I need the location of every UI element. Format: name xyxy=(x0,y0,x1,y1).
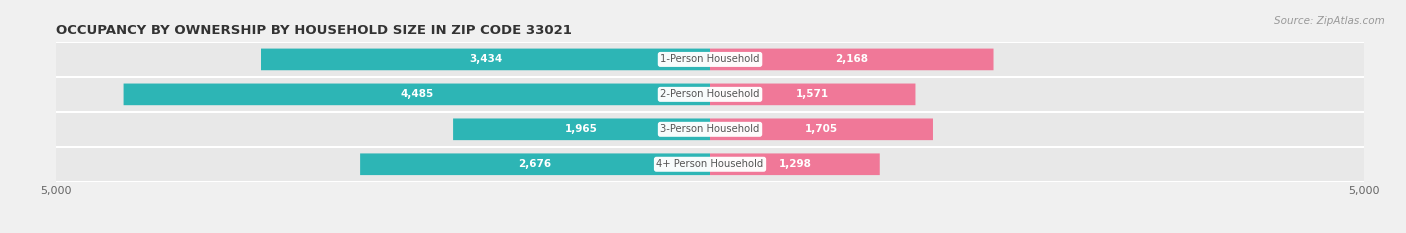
Bar xyxy=(56,77,1364,112)
FancyBboxPatch shape xyxy=(710,49,994,70)
Text: 2-Person Household: 2-Person Household xyxy=(661,89,759,99)
FancyBboxPatch shape xyxy=(262,49,710,70)
Text: 2,676: 2,676 xyxy=(519,159,551,169)
Text: 3-Person Household: 3-Person Household xyxy=(661,124,759,134)
Text: 1,705: 1,705 xyxy=(806,124,838,134)
Text: 1-Person Household: 1-Person Household xyxy=(661,55,759,64)
FancyBboxPatch shape xyxy=(453,118,710,140)
FancyBboxPatch shape xyxy=(360,154,710,175)
FancyBboxPatch shape xyxy=(710,84,915,105)
Bar xyxy=(56,112,1364,147)
Text: 1,965: 1,965 xyxy=(565,124,598,134)
Text: 1,298: 1,298 xyxy=(779,159,811,169)
FancyBboxPatch shape xyxy=(124,84,710,105)
Legend: Owner-occupied, Renter-occupied: Owner-occupied, Renter-occupied xyxy=(591,230,830,233)
Text: Source: ZipAtlas.com: Source: ZipAtlas.com xyxy=(1274,16,1385,26)
Text: 2,168: 2,168 xyxy=(835,55,869,64)
Bar xyxy=(56,147,1364,182)
Text: 3,434: 3,434 xyxy=(468,55,502,64)
Text: 4,485: 4,485 xyxy=(401,89,433,99)
Bar xyxy=(56,42,1364,77)
FancyBboxPatch shape xyxy=(710,154,880,175)
FancyBboxPatch shape xyxy=(710,118,934,140)
Text: OCCUPANCY BY OWNERSHIP BY HOUSEHOLD SIZE IN ZIP CODE 33021: OCCUPANCY BY OWNERSHIP BY HOUSEHOLD SIZE… xyxy=(56,24,572,37)
Text: 4+ Person Household: 4+ Person Household xyxy=(657,159,763,169)
Text: 1,571: 1,571 xyxy=(796,89,830,99)
